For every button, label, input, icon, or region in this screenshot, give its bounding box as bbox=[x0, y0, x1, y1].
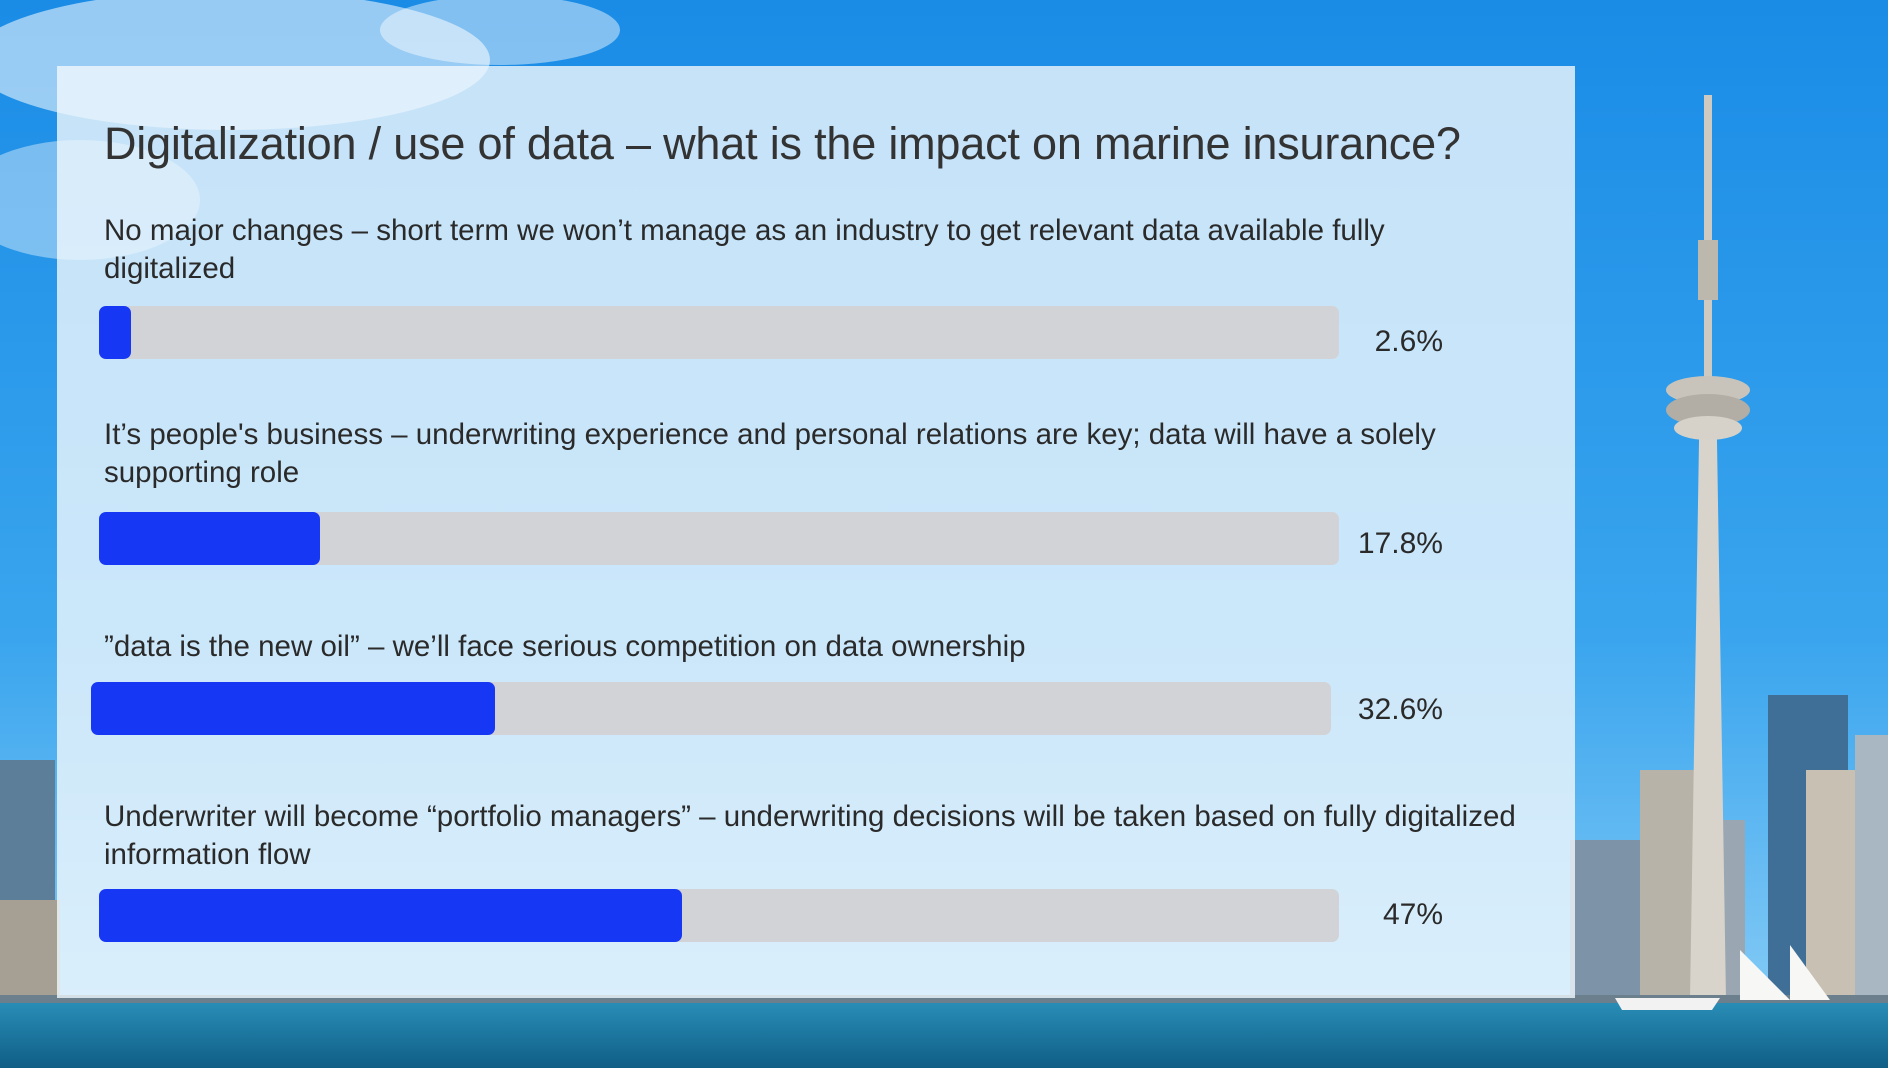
value-label: 32.6% bbox=[1357, 693, 1443, 726]
bar-track bbox=[91, 682, 1331, 735]
bar bbox=[99, 512, 320, 565]
category-label: It’s people's business – underwriting ex… bbox=[104, 418, 1436, 489]
bar bbox=[99, 306, 132, 359]
category-label: ”data is the new oil” – we’ll face serio… bbox=[104, 630, 1026, 663]
value-label: 2.6% bbox=[1374, 325, 1443, 358]
category-label: Underwriter will become “portfolio manag… bbox=[104, 800, 1516, 871]
chart-title: Digitalization / use of data – what is t… bbox=[104, 118, 1461, 169]
value-label: 17.8% bbox=[1357, 527, 1443, 560]
bar bbox=[91, 682, 496, 735]
value-label: 47% bbox=[1382, 898, 1443, 931]
bar-track bbox=[99, 889, 1339, 942]
category-label: No major changes – short term we won’t m… bbox=[104, 214, 1385, 285]
bar-track bbox=[99, 306, 1339, 359]
bar-track bbox=[99, 512, 1339, 565]
bar bbox=[99, 889, 682, 942]
